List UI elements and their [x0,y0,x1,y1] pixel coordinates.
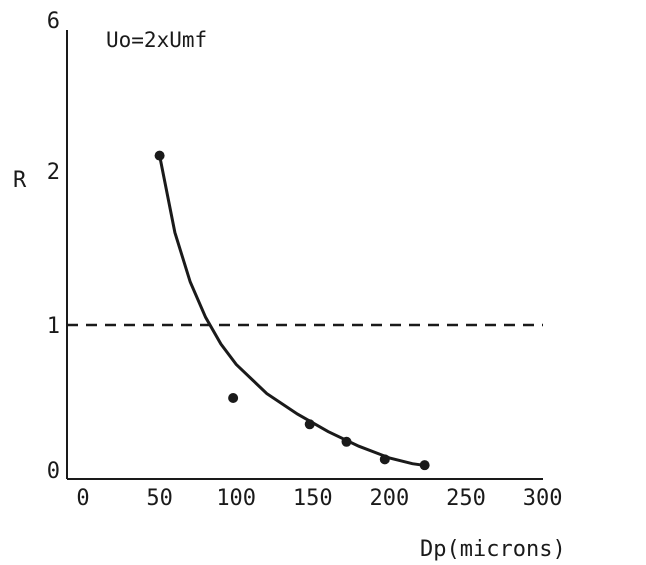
x-axis-label: Dp(microns) [420,537,566,562]
x-tick-label: 0 [76,486,89,511]
axes [66,30,543,480]
x-tick-label: 150 [293,486,333,511]
data-point [154,150,165,161]
y-tick-label: 2 [47,160,60,185]
x-tick-label: 50 [146,486,173,511]
y-tick-label: 1 [47,314,60,339]
annotation-text: Uo=2xUmf [106,28,207,52]
x-ticks: 0 50 100 150 200 250 300 [76,486,562,511]
y-ticks: 0 1 2 6 [47,9,60,484]
data-point [341,436,352,447]
x-tick-label: 100 [216,486,256,511]
y-axis-label: R [13,168,27,193]
x-tick-label: 250 [446,486,486,511]
x-tick-label: 300 [523,486,563,511]
fitted-curve [158,155,424,467]
data-points [154,150,430,471]
data-point [304,419,315,430]
y-tick-label: 6 [47,9,60,34]
y-tick-label: 0 [47,459,60,484]
data-point [419,460,430,471]
data-point [379,454,390,465]
x-tick-label: 200 [370,486,410,511]
data-point [228,393,239,403]
